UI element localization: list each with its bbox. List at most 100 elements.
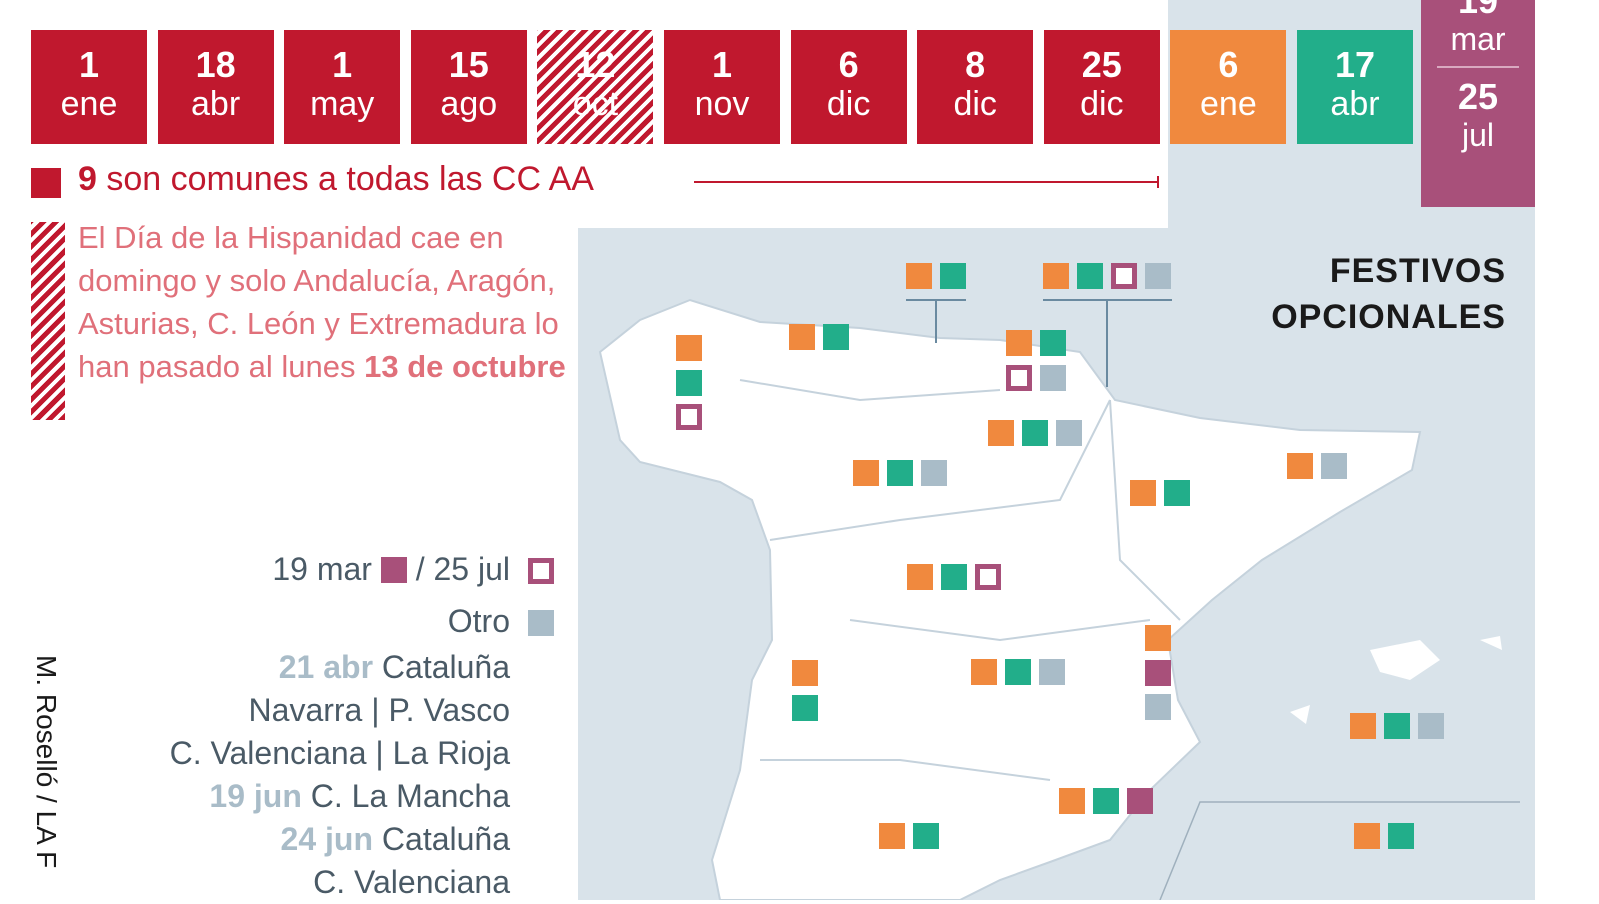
month-label: abr	[191, 85, 241, 123]
gray-square-marker	[1145, 263, 1171, 289]
green-square-marker	[676, 369, 702, 396]
legend-mar-jul: 19 mar / 25 jul	[272, 551, 510, 587]
optional-holiday-box-mar-jul: 19 mar 25 jul	[1421, 0, 1535, 207]
orange-square-marker	[988, 420, 1014, 446]
orange-square-marker	[1287, 453, 1313, 479]
gray-square-icon	[528, 610, 554, 636]
month-label: mar	[1450, 21, 1506, 57]
orange-square-marker	[1354, 823, 1380, 849]
day-number: 17	[1334, 44, 1376, 85]
legend-line: C. Valenciana | La Rioja	[169, 735, 510, 771]
orange-square-marker	[971, 659, 997, 685]
orange-square-marker	[1059, 788, 1085, 814]
hatch-legend-bar	[31, 222, 65, 420]
holiday-box: 1 may	[284, 30, 401, 144]
green-square-marker	[1164, 480, 1190, 506]
green-square-marker	[887, 460, 913, 486]
month-label: ene	[1200, 85, 1257, 123]
holiday-box: 15 ago	[410, 30, 527, 144]
legend-line: Navarra | P. Vasco	[248, 692, 510, 728]
orange-square-marker	[792, 660, 818, 686]
month-label: abr	[1330, 85, 1380, 123]
divider	[1437, 66, 1519, 68]
month-label: oct	[572, 85, 619, 123]
green-square-marker	[1077, 263, 1103, 289]
purple-outline-square-marker	[1111, 263, 1137, 289]
purple-outline-square-marker	[1006, 365, 1032, 391]
outline-square-icon	[528, 558, 554, 584]
day-number: 15	[448, 44, 489, 85]
gray-square-marker	[1056, 420, 1082, 446]
orange-square-marker	[853, 460, 879, 486]
holiday-box: 6 dic	[790, 30, 907, 144]
green-square-marker	[940, 263, 966, 289]
orange-square-marker	[1006, 330, 1032, 356]
day-number: 19	[1457, 0, 1499, 21]
purple-square-marker	[1127, 788, 1153, 814]
month-label: dic	[1080, 85, 1124, 123]
gray-square-marker	[921, 460, 947, 486]
day-number: 25	[1081, 44, 1122, 85]
holiday-box: 17 abr	[1297, 30, 1413, 144]
holiday-box: 12 oct	[537, 30, 654, 144]
green-square-marker	[913, 823, 939, 849]
month-label: jul	[1461, 117, 1494, 153]
purple-square-marker	[1145, 659, 1171, 686]
day-number: 6	[838, 44, 859, 85]
green-square-marker	[1040, 330, 1066, 356]
gray-square-marker	[1040, 365, 1066, 391]
gray-square-marker	[1418, 713, 1444, 739]
red-legend-square	[31, 168, 61, 198]
month-label: ago	[440, 85, 498, 123]
month-label: dic	[826, 85, 871, 123]
green-square-marker	[792, 694, 818, 721]
legend-otro: Otro	[447, 603, 510, 639]
purple-outline-square-marker	[676, 404, 702, 430]
orange-square-marker	[906, 263, 932, 289]
purple-outline-square-marker	[975, 564, 1001, 590]
day-number: 12	[575, 44, 616, 85]
legend-line: C. Valenciana	[313, 864, 510, 900]
day-number: 1	[332, 44, 353, 85]
month-label: dic	[953, 85, 997, 123]
map-title: FESTIVOS OPCIONALES	[1271, 252, 1506, 336]
green-square-marker	[941, 564, 967, 590]
green-square-marker	[823, 324, 849, 350]
orange-square-marker	[789, 324, 815, 350]
day-number: 6	[1218, 44, 1239, 85]
gray-square-marker	[1145, 694, 1171, 720]
gray-square-marker	[1039, 659, 1065, 685]
green-square-marker	[1005, 659, 1031, 685]
month-label: may	[310, 85, 375, 123]
holiday-box: 1 ene	[31, 30, 147, 144]
legend-line: 24 jun Cataluña	[280, 821, 510, 857]
gray-square-marker	[1321, 453, 1347, 479]
common-holidays-label: 9 son comunes a todas las CC AA	[78, 160, 594, 198]
day-number: 1	[711, 44, 733, 85]
orange-square-marker	[1130, 480, 1156, 506]
holiday-box: 6 ene	[1170, 30, 1287, 144]
orange-square-marker	[879, 823, 905, 849]
orange-square-marker	[1043, 263, 1069, 289]
green-square-marker	[1093, 788, 1119, 814]
holiday-box: 8 dic	[917, 30, 1034, 144]
author-credit: M. Roselló / LA F	[31, 655, 62, 869]
green-square-marker	[1388, 823, 1414, 849]
day-number: 25	[1457, 76, 1499, 117]
orange-square-marker	[907, 564, 933, 590]
green-square-marker	[1384, 713, 1410, 739]
holiday-box: 1 nov	[664, 30, 780, 144]
green-square-marker	[1022, 420, 1048, 446]
holiday-box: 18 abr	[157, 30, 274, 144]
day-number: 8	[965, 44, 986, 85]
day-number: 1	[78, 44, 100, 85]
legend-line: 21 abr Cataluña	[278, 649, 510, 685]
orange-square-marker	[1145, 625, 1171, 651]
legend-line: 19 jun C. La Mancha	[209, 778, 510, 814]
hispanidad-note: El Día de la Hispanidad cae en domingo y…	[78, 220, 566, 384]
holiday-box: 25 dic	[1043, 30, 1160, 144]
orange-square-marker	[676, 335, 702, 361]
other-dates-list: 21 abr Cataluña Navarra | P. Vasco C. Vale…	[170, 646, 510, 904]
day-number: 18	[195, 44, 236, 85]
